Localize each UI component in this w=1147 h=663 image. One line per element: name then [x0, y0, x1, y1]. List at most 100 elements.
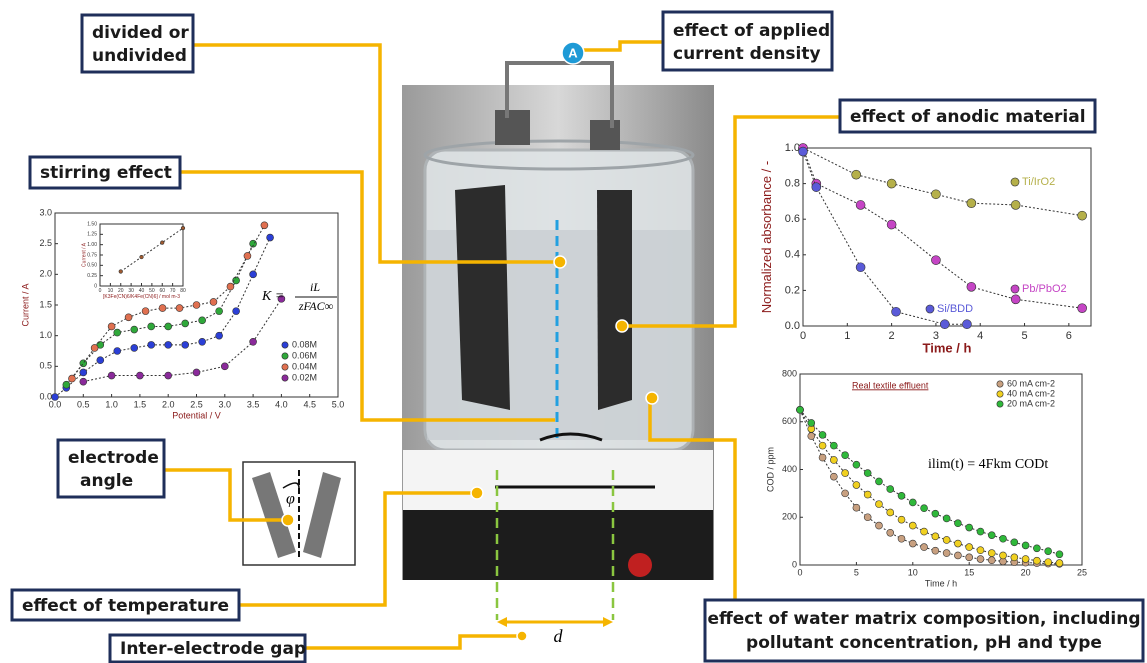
data-point — [967, 282, 976, 291]
data-point — [148, 323, 155, 330]
angle-diagram: φ — [243, 462, 355, 565]
data-point — [136, 372, 143, 379]
y-tick-label: 0.0 — [39, 391, 52, 401]
chart-title: Real textile effluent — [852, 380, 929, 390]
data-point — [1045, 559, 1052, 566]
data-point — [165, 341, 172, 348]
data-point — [812, 183, 821, 192]
data-point — [1033, 557, 1040, 564]
data-point — [954, 540, 961, 547]
y-tick-label: 0 — [94, 283, 97, 289]
data-point — [852, 170, 861, 179]
y-tick-label: 0.0 — [785, 320, 800, 332]
data-point — [977, 528, 984, 535]
photo: d — [402, 63, 714, 646]
equation-numerator: iL — [310, 280, 320, 294]
x-tick-label: 4.5 — [303, 399, 316, 409]
legend-marker — [997, 401, 1003, 407]
x-tick-label: 0 — [797, 567, 802, 577]
data-point — [142, 308, 149, 315]
data-point — [799, 147, 808, 156]
x-tick-label: 0.5 — [77, 399, 90, 409]
x-tick-label: 5.0 — [332, 399, 345, 409]
y-tick-label: 0 — [792, 559, 797, 569]
data-point — [819, 431, 826, 438]
data-point — [875, 501, 882, 508]
equation: ilim(t) = 4Fkm CODt — [928, 457, 1048, 472]
data-point — [193, 369, 200, 376]
data-point — [267, 234, 274, 241]
data-point — [114, 329, 121, 336]
callout-text: current density — [673, 44, 821, 64]
y-tick-label: 1.5 — [39, 299, 52, 309]
data-point — [1056, 551, 1063, 558]
data-point — [892, 307, 901, 316]
data-point — [91, 344, 98, 351]
data-point — [966, 554, 973, 561]
data-point — [1000, 552, 1007, 559]
data-point — [227, 283, 234, 290]
legend-label: 0.04M — [292, 361, 317, 371]
y-tick-label: 1.00 — [87, 242, 97, 248]
x-tick-label: 1 — [844, 330, 850, 342]
data-point — [63, 381, 70, 388]
legend-label: Si/BDD — [937, 303, 973, 315]
data-point — [210, 298, 217, 305]
data-point — [1011, 200, 1020, 209]
data-point — [797, 406, 804, 413]
data-point — [160, 241, 164, 245]
data-point — [864, 491, 871, 498]
data-point — [856, 263, 865, 272]
equation-lhs: K = — [261, 289, 284, 304]
callout-text: stirring effect — [40, 163, 172, 183]
ammeter-label: A — [568, 45, 578, 60]
x-tick-label: 10 — [908, 567, 918, 577]
data-point — [114, 348, 121, 355]
data-point — [856, 200, 865, 209]
callout-text: angle — [80, 471, 133, 491]
y-axis-label: Normalized absorbance / - — [759, 161, 774, 313]
callout-text: divided or — [92, 23, 189, 43]
data-point — [216, 332, 223, 339]
data-point — [808, 433, 815, 440]
data-point — [842, 470, 849, 477]
data-point — [921, 544, 928, 551]
figure: d φ A divided or undivided effect of app… — [0, 0, 1147, 663]
legend-marker — [926, 305, 934, 313]
callout-text: electrode — [68, 448, 159, 468]
legend-marker — [1011, 178, 1019, 186]
data-point — [148, 341, 155, 348]
y-tick-label: 400 — [782, 464, 797, 474]
data-point — [909, 499, 916, 506]
y-tick-label: 2.5 — [39, 238, 52, 248]
data-point — [977, 556, 984, 563]
data-point — [898, 492, 905, 499]
data-point — [176, 305, 183, 312]
data-point — [943, 536, 950, 543]
data-point — [940, 320, 949, 329]
data-point — [125, 314, 132, 321]
x-tick-label: 3.0 — [219, 399, 232, 409]
legend-label: Pb/PbO2 — [1022, 283, 1067, 295]
legend-label: 0.02M — [292, 372, 317, 382]
data-point — [887, 486, 894, 493]
data-point — [119, 270, 123, 274]
data-point — [233, 308, 240, 315]
data-point — [819, 442, 826, 449]
data-point — [1011, 295, 1020, 304]
x-tick-label: 20 — [1021, 567, 1031, 577]
y-tick-label: 1.0 — [785, 142, 800, 154]
data-point — [808, 419, 815, 426]
legend-label: 20 mA cm-2 — [1007, 398, 1055, 408]
y-tick-label: 1.50 — [87, 221, 97, 227]
data-point — [1078, 211, 1087, 220]
data-point — [97, 357, 104, 364]
y-tick-label: 600 — [782, 416, 797, 426]
x-tick-label: 25 — [1077, 567, 1087, 577]
data-point — [165, 372, 172, 379]
y-tick-label: 0.50 — [87, 263, 97, 269]
legend-label: 40 mA cm-2 — [1007, 388, 1055, 398]
y-tick-label: 0.2 — [785, 284, 800, 296]
data-point — [199, 317, 206, 324]
x-axis-label: Potential / V — [172, 410, 221, 420]
